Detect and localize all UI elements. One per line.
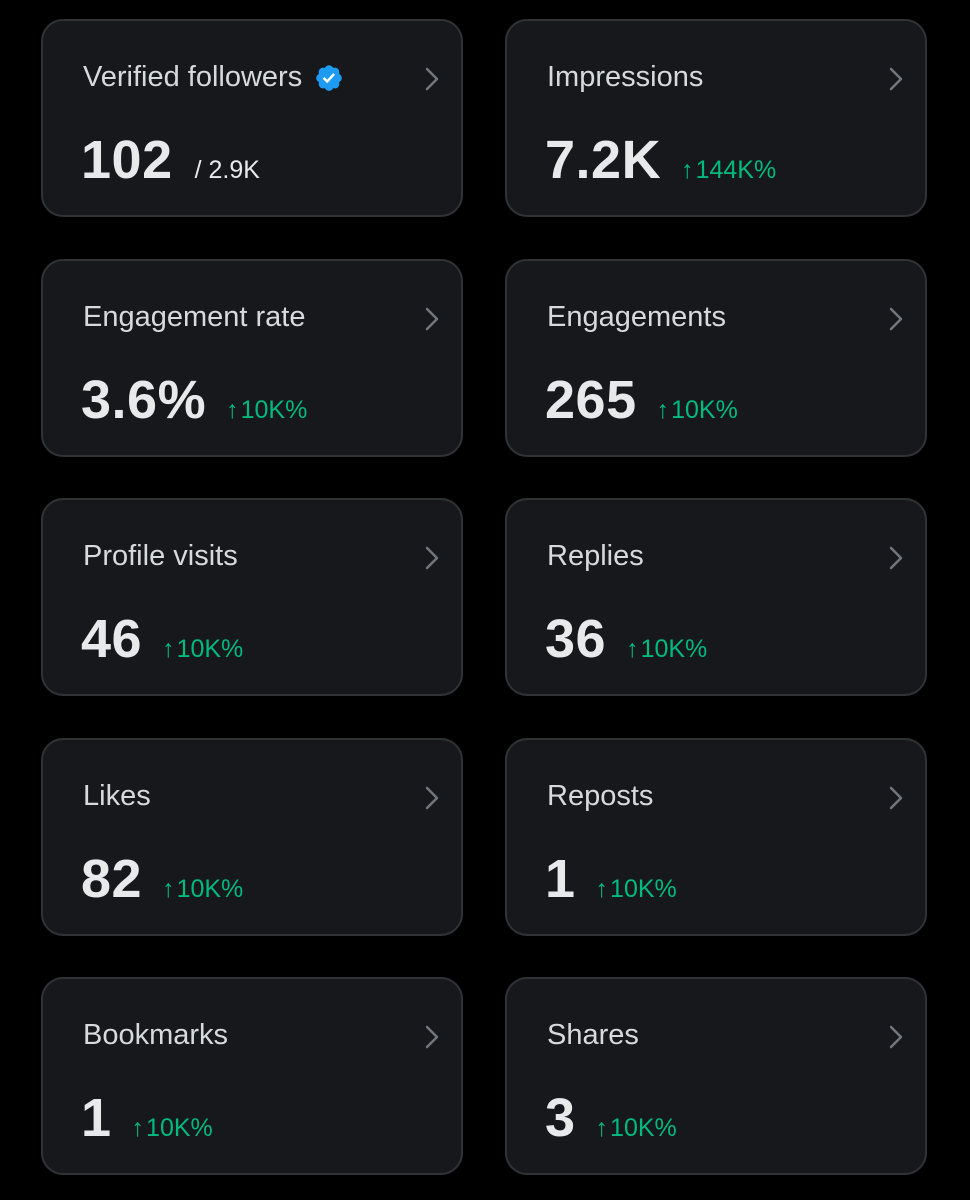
- value-row: 3 ↑10K%: [545, 1087, 677, 1149]
- metric-value: 36: [545, 609, 607, 669]
- card-label: Profile visits: [83, 540, 238, 572]
- change-value: 10K%: [176, 875, 244, 903]
- metric-value: 3.6%: [81, 370, 207, 430]
- card-shares[interactable]: Shares 3 ↑10K%: [505, 977, 927, 1175]
- metric-value: 3: [545, 1088, 576, 1148]
- card-engagements[interactable]: Engagements 265 ↑10K%: [505, 259, 927, 457]
- card-label-wrap: Shares: [547, 1019, 639, 1052]
- card-label: Likes: [83, 780, 151, 812]
- change-value: 10K%: [176, 635, 244, 663]
- card-verified-followers[interactable]: Verified followers 102 / 2.9K: [41, 19, 463, 217]
- chevron-right-icon: [425, 1025, 439, 1049]
- card-label-wrap: Reposts: [547, 780, 653, 813]
- up-arrow-icon: ↑: [226, 396, 239, 424]
- card-label-wrap: Replies: [547, 540, 644, 573]
- up-arrow-icon: ↑: [162, 635, 175, 663]
- verified-badge-icon: [314, 63, 344, 93]
- card-engagement-rate[interactable]: Engagement rate 3.6% ↑10K%: [41, 259, 463, 457]
- change-value: 144K%: [695, 156, 777, 184]
- card-bookmarks[interactable]: Bookmarks 1 ↑10K%: [41, 977, 463, 1175]
- value-row: 265 ↑10K%: [545, 369, 738, 431]
- card-label: Bookmarks: [83, 1019, 229, 1051]
- card-reposts[interactable]: Reposts 1 ↑10K%: [505, 738, 927, 936]
- card-label-wrap: Impressions: [547, 61, 703, 94]
- metric-value: 7.2K: [545, 130, 662, 190]
- value-row: 82 ↑10K%: [81, 848, 243, 910]
- up-arrow-icon: ↑: [626, 635, 639, 663]
- metric-change: ↑10K%: [657, 396, 738, 425]
- value-row: 1 ↑10K%: [545, 848, 677, 910]
- metric-value: 82: [81, 849, 143, 909]
- metric-change: ↑10K%: [226, 396, 307, 425]
- value-row: 102 / 2.9K: [81, 129, 260, 191]
- value-row: 36 ↑10K%: [545, 608, 707, 670]
- card-label: Engagements: [547, 301, 726, 333]
- card-label: Impressions: [547, 61, 704, 93]
- change-value: 10K%: [146, 1114, 213, 1142]
- chevron-right-icon: [425, 67, 439, 91]
- metric-change: ↑10K%: [596, 875, 677, 904]
- up-arrow-icon: ↑: [162, 875, 175, 903]
- card-label-wrap: Likes: [83, 780, 151, 813]
- metric-change: ↑10K%: [162, 875, 243, 904]
- card-label: Verified followers: [83, 61, 303, 93]
- metric-value: 46: [81, 609, 143, 669]
- metric-value: 1: [545, 849, 576, 909]
- card-label: Shares: [547, 1019, 639, 1051]
- card-label-wrap: Verified followers: [83, 61, 344, 94]
- metric-change: ↑10K%: [626, 635, 707, 664]
- up-arrow-icon: ↑: [656, 396, 670, 424]
- value-row: 46 ↑10K%: [81, 608, 243, 670]
- up-arrow-icon: ↑: [131, 1114, 145, 1142]
- card-label: Engagement rate: [83, 301, 306, 333]
- card-label: Reposts: [547, 780, 654, 812]
- card-label-wrap: Bookmarks: [83, 1019, 228, 1052]
- chevron-right-icon: [889, 67, 903, 91]
- change-value: 10K%: [640, 635, 708, 663]
- card-label-wrap: Engagements: [547, 301, 726, 334]
- metric-total: / 2.9K: [194, 156, 260, 184]
- value-row: 3.6% ↑10K%: [81, 369, 307, 431]
- change-value: 10K%: [671, 396, 738, 424]
- metric-change: ↑10K%: [596, 1114, 677, 1143]
- chevron-right-icon: [425, 786, 439, 810]
- metric-change: ↑10K%: [162, 635, 243, 664]
- change-value: 10K%: [610, 1114, 677, 1142]
- up-arrow-icon: ↑: [595, 1114, 609, 1142]
- card-label-wrap: Profile visits: [83, 540, 238, 573]
- chevron-right-icon: [889, 546, 903, 570]
- card-label-wrap: Engagement rate: [83, 301, 305, 334]
- card-impressions[interactable]: Impressions 7.2K ↑144K%: [505, 19, 927, 217]
- metric-value: 102: [81, 130, 173, 190]
- chevron-right-icon: [889, 1025, 903, 1049]
- chevron-right-icon: [425, 307, 439, 331]
- chevron-right-icon: [889, 786, 903, 810]
- change-value: 10K%: [610, 875, 677, 903]
- card-likes[interactable]: Likes 82 ↑10K%: [41, 738, 463, 936]
- metric-change: ↑10K%: [132, 1114, 213, 1143]
- value-row: 1 ↑10K%: [81, 1087, 213, 1149]
- up-arrow-icon: ↑: [595, 875, 609, 903]
- metric-value: 1: [81, 1088, 112, 1148]
- card-profile-visits[interactable]: Profile visits 46 ↑10K%: [41, 498, 463, 696]
- value-row: 7.2K ↑144K%: [545, 129, 776, 191]
- metric-value: 265: [545, 370, 637, 430]
- change-value: 10K%: [240, 396, 308, 424]
- metric-change: ↑144K%: [681, 156, 776, 185]
- card-label: Replies: [547, 540, 644, 572]
- up-arrow-icon: ↑: [681, 156, 694, 184]
- chevron-right-icon: [425, 546, 439, 570]
- card-replies[interactable]: Replies 36 ↑10K%: [505, 498, 927, 696]
- chevron-right-icon: [889, 307, 903, 331]
